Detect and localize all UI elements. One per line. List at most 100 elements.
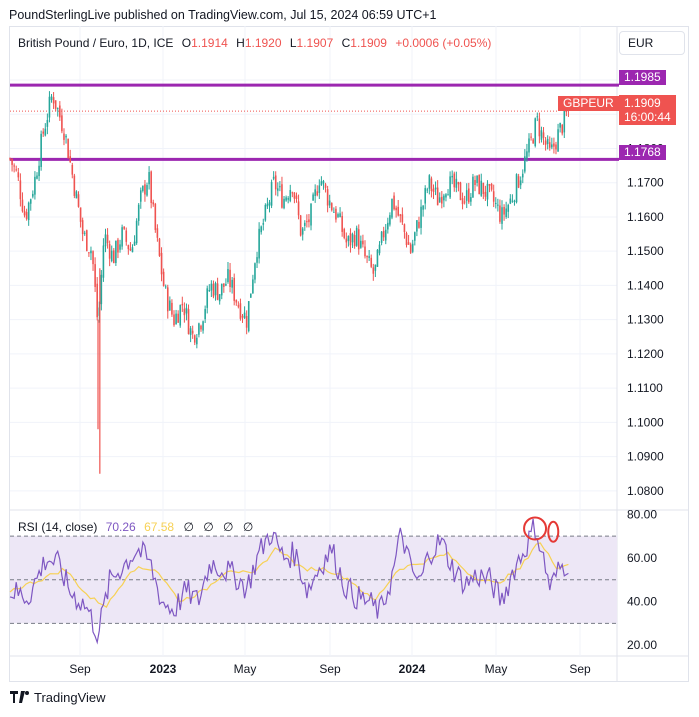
candle-body [169, 300, 171, 311]
candle-body [397, 206, 400, 216]
horizontal-levels [10, 83, 619, 161]
candle-body [50, 96, 53, 101]
candle-body [67, 138, 69, 159]
candle-body [110, 250, 113, 262]
candle-body [312, 194, 314, 201]
candle-body [434, 187, 437, 190]
candle-body [42, 131, 45, 134]
candle-body [137, 204, 140, 221]
candle-body [430, 178, 433, 191]
candle-body [86, 230, 88, 251]
candle-body [384, 229, 387, 241]
candle-body [36, 175, 38, 179]
candle-body [156, 228, 159, 238]
candle-body [345, 238, 348, 243]
candle-body [146, 185, 148, 196]
rsi-tick-label: 60.00 [627, 551, 657, 565]
candle-body [216, 283, 219, 300]
candle-body [48, 96, 51, 118]
candle-body [507, 204, 510, 212]
candle-body [546, 138, 549, 144]
candle-body [129, 248, 132, 251]
candle-body [154, 203, 157, 230]
symbol-title: British Pound / Euro, 1D, ICE [18, 36, 174, 50]
candle-body [52, 97, 55, 104]
candle-body [534, 118, 537, 146]
candle-body [214, 283, 217, 296]
time-tick-label: 2023 [150, 662, 177, 676]
candle-body [239, 303, 242, 319]
candle-body [171, 302, 173, 315]
candlestick-series [9, 91, 570, 474]
candle-body [25, 212, 28, 219]
candle-body [270, 181, 273, 206]
candle-body [548, 142, 551, 148]
candle-body [503, 206, 505, 215]
candle-body [274, 175, 277, 190]
price-tick-label: 1.1500 [627, 244, 664, 258]
currency-button[interactable]: EUR [619, 31, 685, 55]
candle-body [281, 184, 283, 208]
rsi-title: RSI (14, close) [18, 520, 98, 534]
candle-body [59, 105, 61, 118]
candle-body [555, 144, 557, 150]
candle-body [183, 308, 186, 316]
rsi-pane [9, 518, 617, 645]
candle-body [366, 256, 368, 258]
candle-body [123, 226, 125, 229]
candle-body [233, 277, 236, 301]
candle-body [517, 176, 520, 188]
candle-body [127, 245, 130, 250]
candle-body [229, 269, 231, 288]
candle-body [501, 207, 503, 224]
candle-body [320, 181, 323, 186]
time-tick-label: May [485, 662, 508, 676]
close-value: 1.1909 [350, 36, 387, 50]
candle-body [117, 239, 119, 253]
candle-body [243, 312, 246, 319]
candle-body [515, 174, 518, 203]
candle-body [79, 207, 82, 222]
candle-body [443, 195, 445, 201]
candle-body [92, 251, 94, 265]
na-value-3: ∅ [223, 520, 234, 534]
symbol-tag: GBPEUR [558, 96, 619, 111]
candle-body [467, 188, 470, 203]
candle-body [189, 328, 192, 335]
candle-body [139, 190, 142, 202]
candle-body [258, 228, 260, 259]
candle-body [380, 231, 383, 243]
candle-body [536, 116, 539, 118]
candle-body [360, 240, 362, 248]
candle-body [185, 307, 188, 314]
candle-body [77, 194, 80, 207]
candle-body [301, 228, 304, 235]
candle-body [538, 118, 541, 137]
candle-body [94, 264, 96, 287]
candle-body [455, 178, 458, 188]
candle-body [289, 190, 292, 201]
tradingview-brand[interactable]: TradingView [34, 690, 106, 705]
candle-body [333, 211, 335, 213]
candle-body [387, 222, 389, 230]
candle-body [330, 203, 333, 211]
candle-body [521, 173, 524, 178]
candle-body [148, 172, 150, 185]
low-value: 1.1907 [296, 36, 334, 50]
candle-body [150, 171, 152, 203]
candle-body [90, 250, 92, 254]
time-tick-label: Sep [569, 662, 591, 676]
candle-body [254, 263, 256, 280]
candle-body [416, 220, 418, 232]
candle-body [162, 271, 165, 286]
na-value-4: ∅ [242, 520, 254, 534]
candle-body [492, 191, 495, 202]
candle-body [540, 130, 543, 140]
candle-body [563, 109, 566, 133]
candle-body [528, 138, 530, 153]
chart-frame [9, 26, 689, 682]
symbol-legend: British Pound / Euro, 1D, ICE O1.1914 H1… [18, 36, 491, 50]
candle-body [247, 301, 250, 332]
time-tick-label: May [234, 662, 257, 676]
